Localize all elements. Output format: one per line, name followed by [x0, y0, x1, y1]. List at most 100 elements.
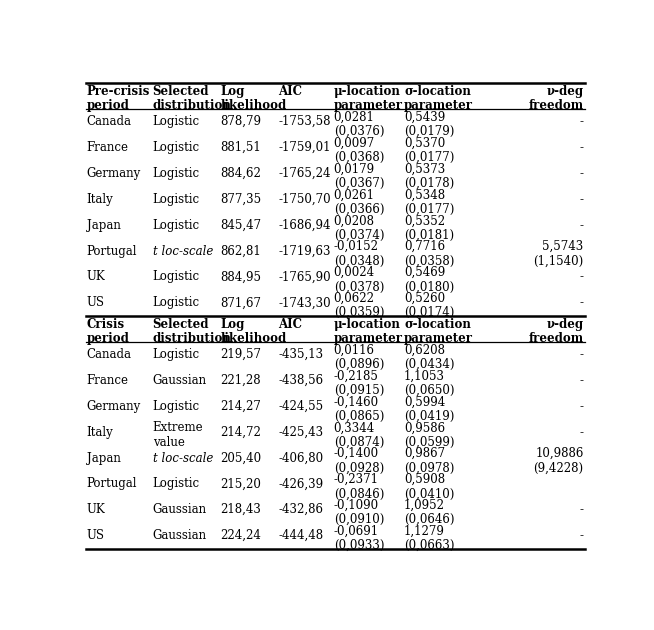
Text: -: -: [579, 193, 583, 206]
Text: (0,0896): (0,0896): [334, 358, 384, 371]
Text: (0,0374): (0,0374): [334, 229, 384, 242]
Text: 219,57: 219,57: [220, 348, 262, 361]
Text: 0,0116: 0,0116: [334, 344, 375, 357]
Text: Selected: Selected: [153, 85, 209, 98]
Text: -1753,58: -1753,58: [279, 115, 331, 128]
Text: -0,0691: -0,0691: [334, 525, 379, 538]
Text: (0,0180): (0,0180): [404, 280, 455, 294]
Text: (0,0378): (0,0378): [334, 280, 384, 294]
Text: 0,0208: 0,0208: [334, 214, 375, 227]
Text: -424,55: -424,55: [279, 400, 324, 413]
Text: Japan: Japan: [87, 452, 121, 464]
Text: -: -: [579, 141, 583, 154]
Text: Gaussian: Gaussian: [153, 374, 207, 387]
Text: 0,9586: 0,9586: [404, 421, 445, 434]
Text: period: period: [87, 332, 129, 345]
Text: t loc-scale: t loc-scale: [153, 452, 213, 464]
Text: (0,0663): (0,0663): [404, 539, 455, 552]
Text: Germany: Germany: [87, 167, 141, 180]
Text: (0,0928): (0,0928): [334, 462, 384, 474]
Text: 0,9867: 0,9867: [404, 447, 445, 460]
Text: Log: Log: [220, 85, 245, 98]
Text: (0,0910): (0,0910): [334, 513, 384, 526]
Text: Logistic: Logistic: [153, 141, 200, 154]
Text: (0,0434): (0,0434): [404, 358, 455, 371]
Text: (0,0348): (0,0348): [334, 255, 384, 268]
Text: -0,1460: -0,1460: [334, 396, 379, 408]
Text: 0,0097: 0,0097: [334, 137, 375, 150]
Text: value: value: [153, 435, 184, 449]
Text: -0,1400: -0,1400: [334, 447, 379, 460]
Text: t loc-scale: t loc-scale: [153, 244, 213, 258]
Text: -438,56: -438,56: [279, 374, 324, 387]
Text: -0,2185: -0,2185: [334, 370, 379, 382]
Text: 10,9886: 10,9886: [535, 447, 583, 460]
Text: 0,5373: 0,5373: [404, 163, 445, 176]
Text: 224,24: 224,24: [220, 529, 262, 542]
Text: 878,79: 878,79: [220, 115, 262, 128]
Text: -1719,63: -1719,63: [279, 244, 331, 258]
Text: (0,0865): (0,0865): [334, 410, 384, 423]
Text: -0,2371: -0,2371: [334, 473, 379, 486]
Text: UK: UK: [87, 270, 105, 284]
Text: 218,43: 218,43: [220, 503, 262, 516]
Text: parameter: parameter: [404, 332, 473, 345]
Text: μ-location: μ-location: [334, 318, 400, 331]
Text: (0,0181): (0,0181): [404, 229, 455, 242]
Text: (0,0410): (0,0410): [404, 488, 455, 500]
Text: Canada: Canada: [87, 348, 132, 361]
Text: 881,51: 881,51: [220, 141, 262, 154]
Text: likelihood: likelihood: [220, 100, 287, 112]
Text: -: -: [579, 400, 583, 413]
Text: (0,0359): (0,0359): [334, 306, 384, 319]
Text: (0,0367): (0,0367): [334, 177, 384, 190]
Text: 221,28: 221,28: [220, 374, 261, 387]
Text: 0,0281: 0,0281: [334, 111, 375, 124]
Text: (0,0874): (0,0874): [334, 435, 384, 449]
Text: (0,0366): (0,0366): [334, 203, 384, 215]
Text: (0,0933): (0,0933): [334, 539, 384, 552]
Text: Pre-crisis: Pre-crisis: [87, 85, 150, 98]
Text: -: -: [579, 348, 583, 361]
Text: likelihood: likelihood: [220, 332, 287, 345]
Text: (0,0179): (0,0179): [404, 125, 455, 138]
Text: (0,0174): (0,0174): [404, 306, 455, 319]
Text: -444,48: -444,48: [279, 529, 324, 542]
Text: -: -: [579, 167, 583, 180]
Text: Gaussian: Gaussian: [153, 529, 207, 542]
Text: Logistic: Logistic: [153, 193, 200, 206]
Text: 1,1053: 1,1053: [404, 370, 445, 382]
Text: 214,72: 214,72: [220, 426, 262, 438]
Text: (0,0650): (0,0650): [404, 384, 455, 397]
Text: -: -: [579, 296, 583, 309]
Text: Logistic: Logistic: [153, 348, 200, 361]
Text: Germany: Germany: [87, 400, 141, 413]
Text: 214,27: 214,27: [220, 400, 262, 413]
Text: Extreme: Extreme: [153, 421, 203, 434]
Text: period: period: [87, 100, 129, 112]
Text: UK: UK: [87, 503, 105, 516]
Text: 0,7716: 0,7716: [404, 240, 445, 253]
Text: (0,0376): (0,0376): [334, 125, 384, 138]
Text: 1,0952: 1,0952: [404, 499, 445, 512]
Text: Logistic: Logistic: [153, 167, 200, 180]
Text: -1743,30: -1743,30: [279, 296, 331, 309]
Text: parameter: parameter: [334, 332, 403, 345]
Text: (1,1540): (1,1540): [533, 255, 583, 268]
Text: -435,13: -435,13: [279, 348, 324, 361]
Text: Logistic: Logistic: [153, 219, 200, 232]
Text: Logistic: Logistic: [153, 400, 200, 413]
Text: -: -: [579, 270, 583, 284]
Text: 877,35: 877,35: [220, 193, 262, 206]
Text: Logistic: Logistic: [153, 270, 200, 284]
Text: 1,1279: 1,1279: [404, 525, 445, 538]
Text: ν-deg: ν-deg: [546, 85, 583, 98]
Text: parameter: parameter: [404, 100, 473, 112]
Text: -: -: [579, 374, 583, 387]
Text: 0,5352: 0,5352: [404, 214, 445, 227]
Text: 0,5439: 0,5439: [404, 111, 445, 124]
Text: -: -: [579, 426, 583, 438]
Text: 0,5994: 0,5994: [404, 396, 445, 408]
Text: Japan: Japan: [87, 219, 121, 232]
Text: Logistic: Logistic: [153, 296, 200, 309]
